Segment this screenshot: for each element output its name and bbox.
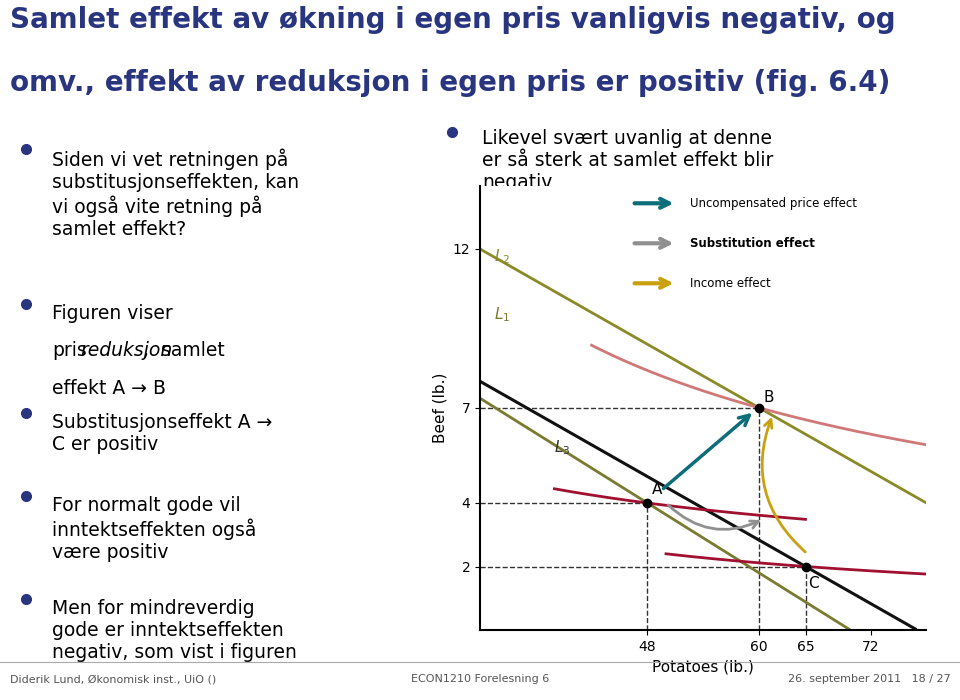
Text: Diderik Lund, Økonomisk inst., UiO (): Diderik Lund, Økonomisk inst., UiO () [10, 675, 216, 685]
Text: For normalt gode vil
inntektseffekten også
være positiv: For normalt gode vil inntektseffekten og… [52, 496, 256, 561]
Text: Uncompensated price effect: Uncompensated price effect [690, 197, 857, 210]
Text: Likevel svært uvanlig at denne
er så sterk at samlet effekt blir
negativ: Likevel svært uvanlig at denne er så ste… [482, 129, 774, 192]
Y-axis label: Beef (lb.): Beef (lb.) [432, 372, 447, 443]
Text: B: B [763, 390, 774, 405]
Text: Figuren viser: Figuren viser [52, 304, 173, 323]
Text: Substitusjonseffekt A →
C er positiv: Substitusjonseffekt A → C er positiv [52, 413, 273, 454]
Text: pris: pris [52, 341, 86, 360]
Text: reduksjon: reduksjon [81, 341, 173, 360]
X-axis label: Potatoes (lb.): Potatoes (lb.) [652, 659, 755, 674]
Text: Men for mindreverdig
gode er inntektseffekten
negativ, som vist i figuren: Men for mindreverdig gode er inntektseff… [52, 599, 297, 662]
Text: $L_3$: $L_3$ [555, 438, 571, 457]
Text: 26. september 2011   18 / 27: 26. september 2011 18 / 27 [787, 675, 950, 685]
Text: $L_1$: $L_1$ [494, 305, 510, 323]
Text: A: A [652, 482, 662, 497]
Text: C: C [808, 576, 819, 591]
Text: effekt A → B: effekt A → B [52, 379, 166, 398]
Text: ECON1210 Forelesning 6: ECON1210 Forelesning 6 [411, 675, 549, 685]
Text: Income effect: Income effect [690, 276, 771, 290]
Text: $L_2$: $L_2$ [494, 248, 510, 267]
Text: Samlet effekt av økning i egen pris vanligvis negativ, og: Samlet effekt av økning i egen pris vanl… [10, 6, 896, 34]
Text: Substitution effect: Substitution effect [690, 237, 815, 250]
Text: omv., effekt av reduksjon i egen pris er positiv (fig. 6.4): omv., effekt av reduksjon i egen pris er… [10, 69, 890, 97]
Text: ,  samlet: , samlet [143, 341, 225, 360]
Text: Siden vi vet retningen på
substitusjonseffekten, kan
vi også vite retning på
sam: Siden vi vet retningen på substitusjonse… [52, 148, 299, 239]
